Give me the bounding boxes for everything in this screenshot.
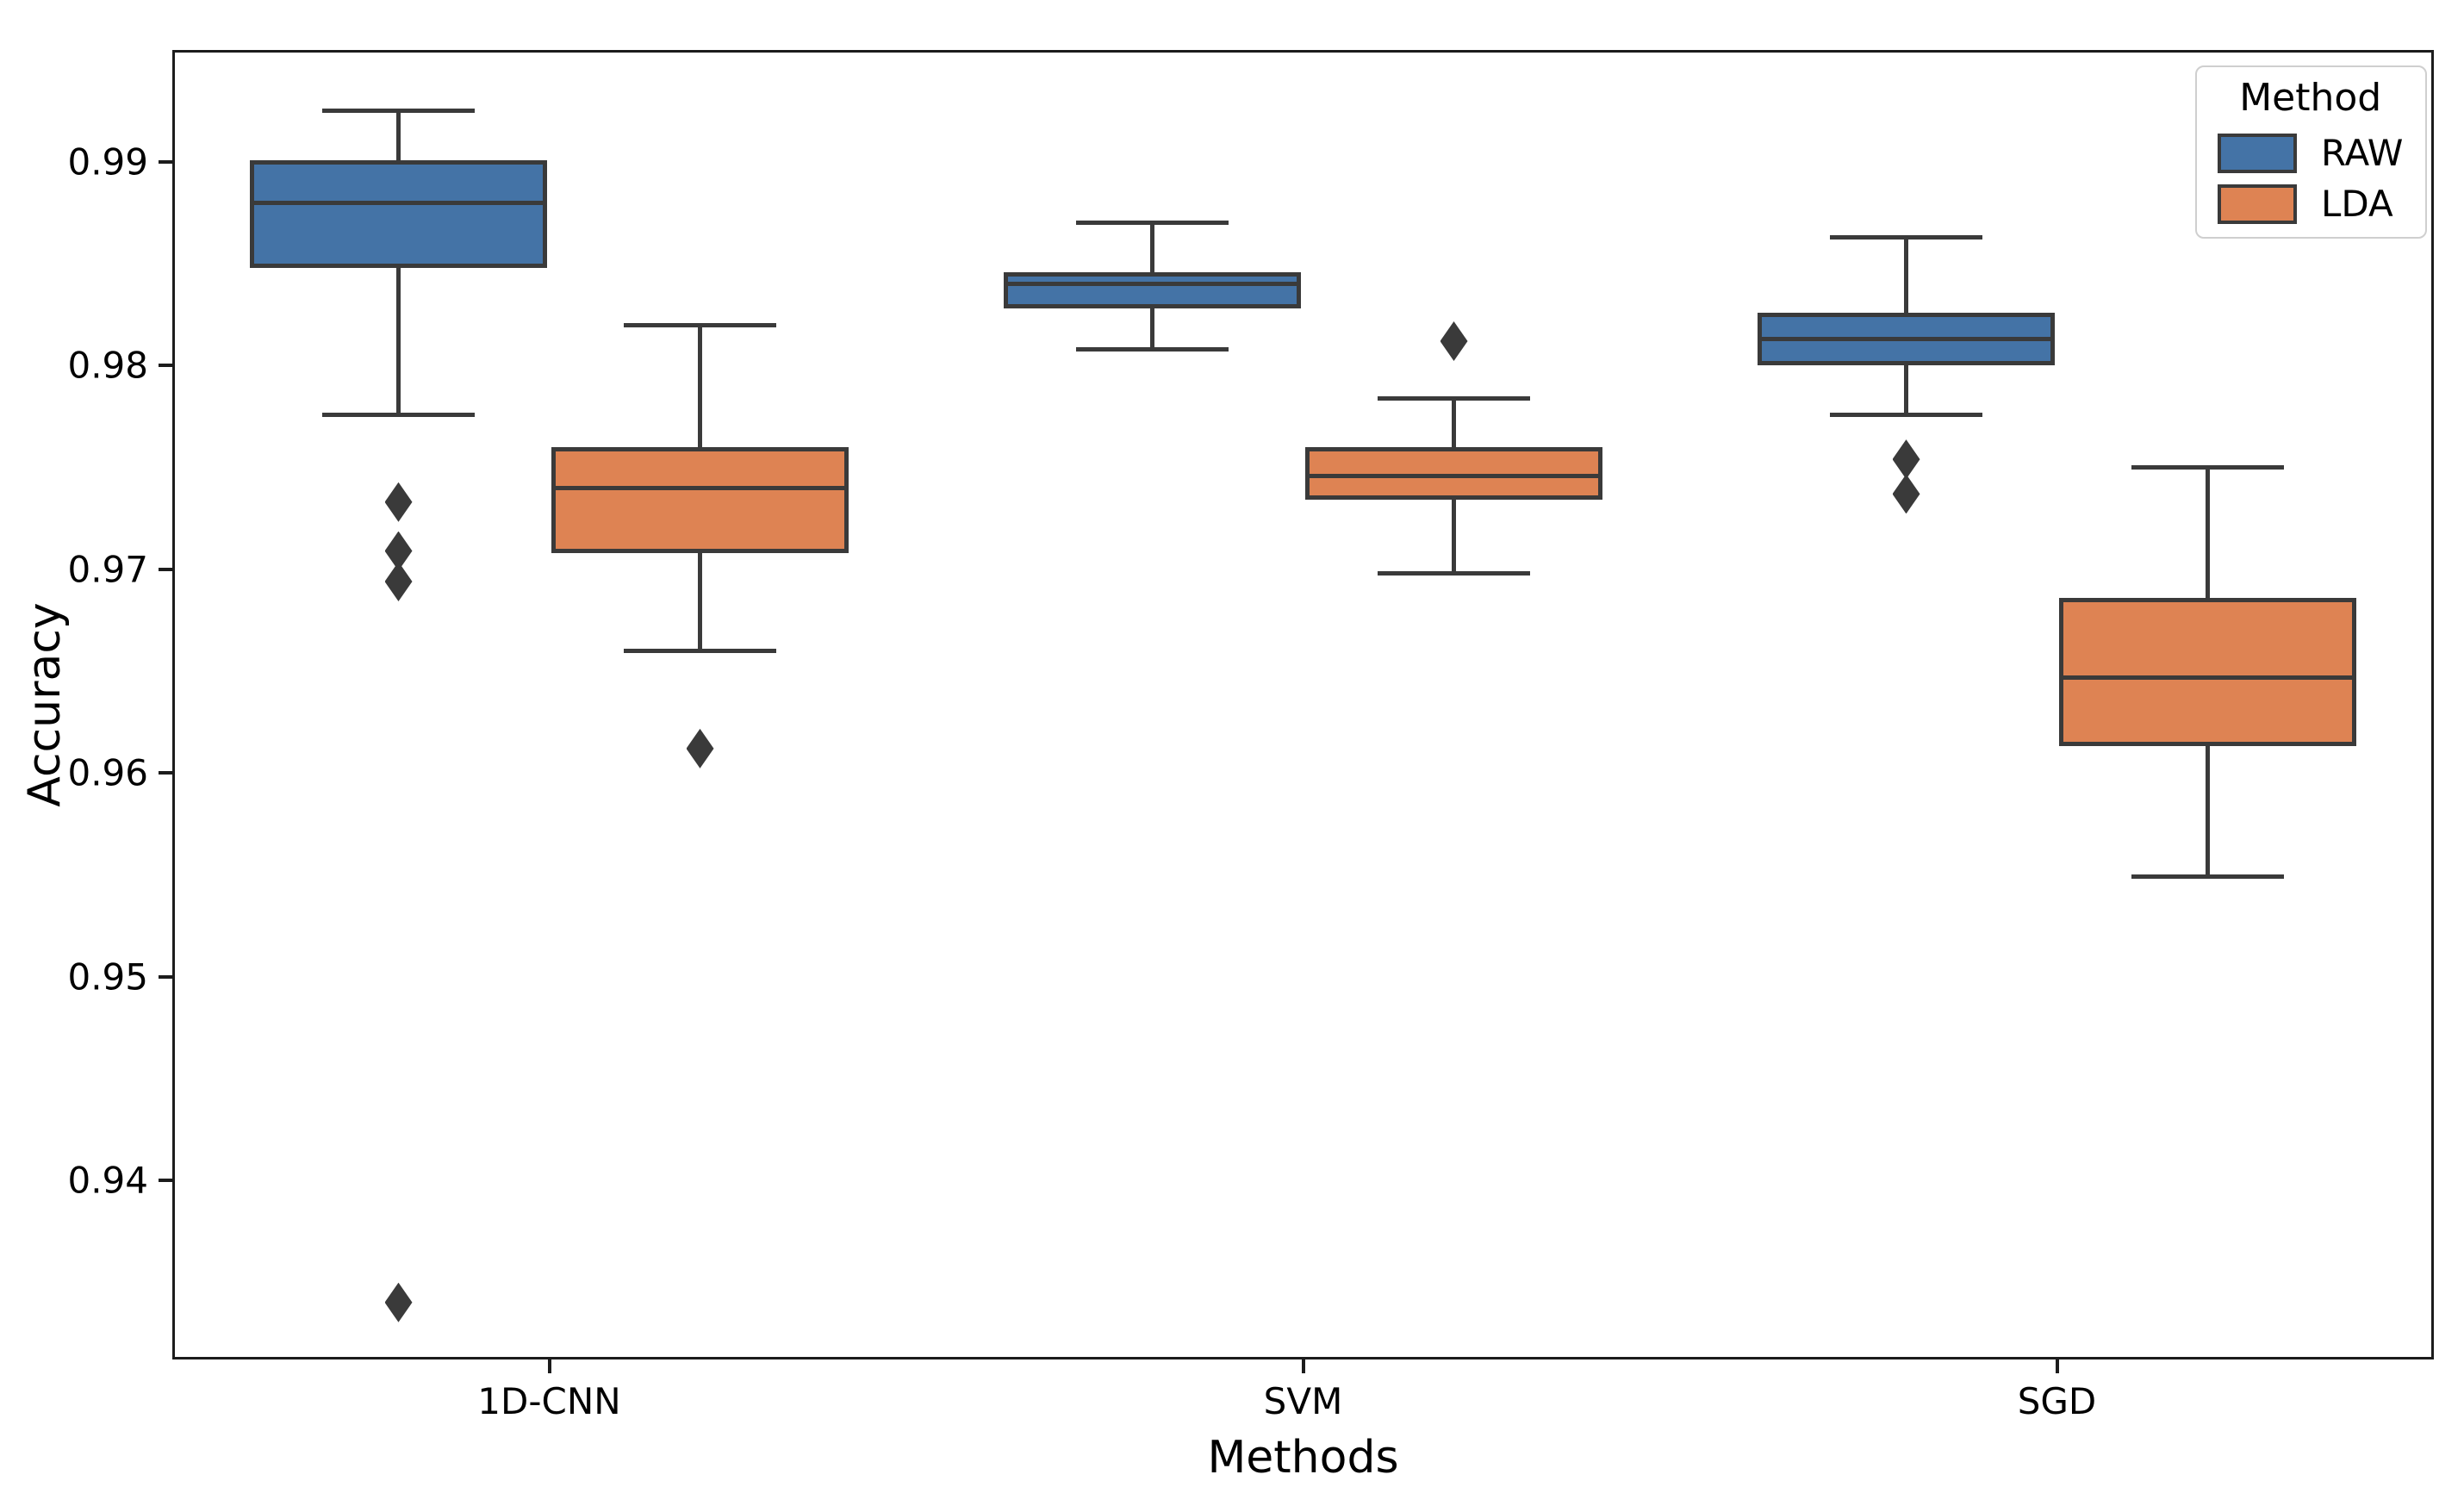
legend-entry-raw: RAW [2218, 132, 2403, 174]
legend-entry-lda: LDA [2218, 183, 2393, 225]
box-LDA-SGD [2059, 597, 2356, 747]
x-tick-mark [1301, 1359, 1305, 1373]
legend: Method RAW LDA [2195, 65, 2428, 239]
box-LDA-1D-CNN [551, 446, 849, 553]
y-tick-label: 0.95 [67, 955, 148, 999]
y-axis-label: Accuracy [19, 602, 71, 807]
whisker-cap-low-LDA-SVM [1378, 571, 1530, 576]
y-tick-mark [159, 974, 172, 979]
median-RAW-SVM [1008, 282, 1297, 287]
median-RAW-SGD [1762, 337, 2050, 342]
x-tick-mark [2055, 1359, 2059, 1373]
whisker-cap-low-RAW-SGD [1830, 412, 1982, 417]
legend-label-lda: LDA [2321, 183, 2393, 225]
x-tick-label-SVM: SVM [1263, 1380, 1343, 1422]
x-tick-label-1D-CNN: 1D-CNN [477, 1380, 621, 1422]
y-tick-label: 0.97 [67, 548, 148, 591]
whisker-cap-high-RAW-1D-CNN [322, 109, 475, 114]
whisker-cap-high-RAW-SVM [1076, 221, 1229, 226]
y-tick-label: 0.94 [67, 1159, 148, 1202]
y-tick-mark [159, 771, 172, 775]
y-tick-mark [159, 1178, 172, 1182]
y-tick-label: 0.99 [67, 140, 148, 184]
whisker-cap-low-LDA-1D-CNN [624, 648, 776, 653]
y-tick-label: 0.98 [67, 344, 148, 387]
x-axis-label: Methods [1207, 1432, 1399, 1484]
legend-label-raw: RAW [2321, 132, 2404, 174]
whisker-cap-high-LDA-SVM [1378, 395, 1530, 401]
whisker-cap-low-RAW-1D-CNN [322, 412, 475, 417]
whisker-cap-high-LDA-1D-CNN [624, 322, 776, 327]
y-tick-mark [159, 567, 172, 571]
legend-swatch-lda [2218, 184, 2297, 224]
median-LDA-1D-CNN [556, 485, 844, 490]
median-RAW-1D-CNN [254, 200, 543, 205]
median-LDA-SGD [2063, 675, 2352, 680]
median-LDA-SVM [1310, 473, 1598, 478]
y-tick-mark [159, 364, 172, 368]
whisker-cap-low-LDA-SGD [2131, 874, 2284, 880]
x-tick-mark [547, 1359, 551, 1373]
x-tick-label-SGD: SGD [2017, 1380, 2097, 1422]
box-RAW-SVM [1004, 271, 1301, 309]
y-tick-label: 0.96 [67, 751, 148, 794]
y-tick-mark [159, 160, 172, 164]
whisker-cap-high-LDA-SGD [2131, 465, 2284, 470]
legend-swatch-raw [2218, 133, 2297, 173]
whisker-cap-low-RAW-SVM [1076, 346, 1229, 352]
whisker-cap-high-RAW-SGD [1830, 234, 1982, 240]
box-RAW-1D-CNN [250, 159, 547, 268]
plot-area [172, 50, 2434, 1359]
legend-title: Method [2239, 76, 2382, 120]
